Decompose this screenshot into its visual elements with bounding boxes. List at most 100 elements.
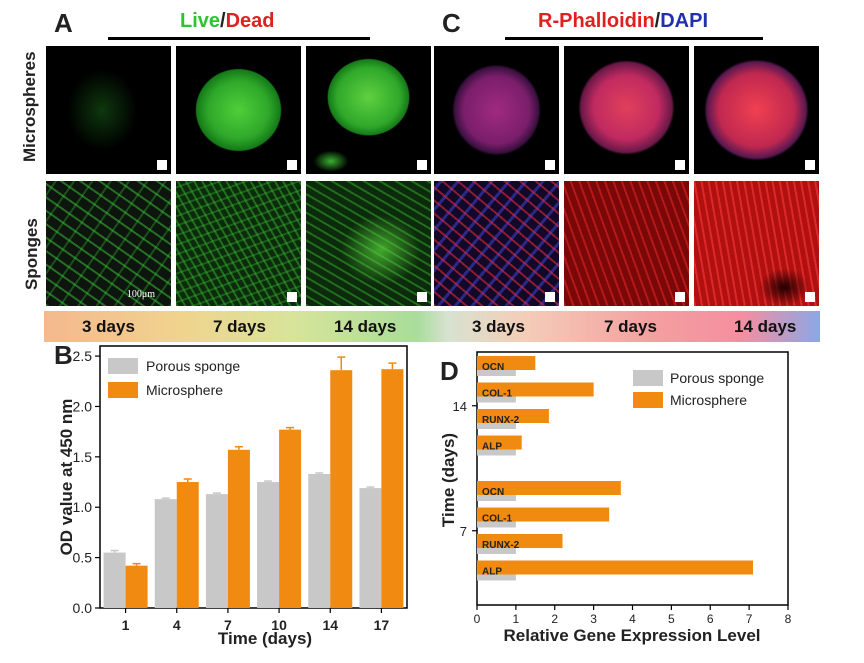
- bar-microsphere: [477, 560, 754, 575]
- bar-microsphere: [477, 435, 522, 450]
- micrograph-phalloidin-sponges-14d: [694, 181, 819, 306]
- x-tick-label: 4: [629, 612, 636, 626]
- legend-label: Porous sponge: [146, 358, 240, 374]
- scale-bar: [805, 292, 815, 302]
- bar-porous-sponge: [477, 415, 516, 429]
- x-tick-label: 1: [513, 612, 520, 626]
- y-axis-title: Time (days): [439, 433, 458, 527]
- y-tick-label: 1.5: [73, 449, 93, 465]
- bar-microsphere: [176, 482, 199, 608]
- y-tick-label: 0.5: [73, 550, 93, 566]
- x-tick-label: 17: [374, 617, 390, 633]
- micrograph-live-dead-sponges-7d: [176, 181, 301, 306]
- day-label: 3 days: [82, 317, 135, 336]
- x-tick-label: 7: [746, 612, 753, 626]
- gene-label: RUNX-2: [482, 540, 520, 551]
- panel-a-header-line: [108, 37, 370, 40]
- x-tick-label: 10: [271, 617, 287, 633]
- live-label: Live: [180, 10, 221, 32]
- panel-c-header-line: [505, 37, 763, 40]
- micrograph-phalloidin-sponges-3d: [434, 181, 559, 306]
- gene-label: RUNX-2: [482, 415, 520, 426]
- day-timeline-bar: [44, 311, 820, 342]
- legend-swatch: [633, 392, 663, 408]
- legend-swatch: [633, 370, 663, 386]
- bar-microsphere: [381, 369, 404, 608]
- day-label: 14 days: [734, 317, 797, 336]
- x-tick-label: 1: [122, 617, 130, 633]
- micrograph-live-dead-sponges-3d: 100μm: [46, 181, 171, 306]
- bar-porous-sponge: [477, 513, 516, 528]
- scale-bar: [675, 292, 685, 302]
- micrograph-phalloidin-microspheres-14d: [694, 46, 819, 174]
- x-axis-title: Time (days): [218, 629, 312, 648]
- bar-microsphere: [477, 409, 549, 423]
- y-tick-label: 7: [460, 524, 467, 539]
- x-axis-title: Relative Gene Expression Level: [503, 626, 760, 645]
- panel-c-letter: C: [442, 8, 461, 38]
- x-tick-label: 2: [551, 612, 558, 626]
- bar-microsphere: [477, 382, 594, 397]
- title-separator: /: [220, 10, 226, 32]
- bar-microsphere: [477, 356, 536, 370]
- scale-bar: [545, 160, 555, 170]
- bar-porous-sponge: [103, 552, 126, 608]
- gene-label: OCN: [482, 362, 504, 373]
- micrograph-phalloidin-sponges-7d: [564, 181, 689, 306]
- day-label: 3 days: [472, 317, 525, 336]
- bar-porous-sponge: [205, 494, 228, 608]
- y-tick-label: 0.0: [73, 600, 93, 616]
- scale-bar: [545, 292, 555, 302]
- panel-c-title: R-Phalloidin/DAPI: [538, 10, 708, 33]
- y-tick-label: 1.0: [73, 499, 93, 515]
- day-label: 7 days: [213, 317, 266, 336]
- micrograph-live-dead-sponges-14d: [306, 181, 431, 306]
- scale-label: 100μm: [126, 289, 155, 300]
- plot-frame: [99, 345, 408, 609]
- y-tick-label: 2.0: [73, 398, 93, 414]
- scale-bar: [287, 160, 297, 170]
- row-label-microspheres: Microspheres: [20, 51, 39, 162]
- gene-label: COL-1: [482, 514, 512, 525]
- legend-swatch: [108, 358, 138, 374]
- bar-microsphere: [227, 449, 250, 608]
- day-label: 7 days: [604, 317, 657, 336]
- panel-b-letter: B: [54, 340, 73, 370]
- gene-label: OCN: [482, 487, 504, 498]
- plot-frame: [476, 351, 789, 606]
- x-tick-label: 14: [322, 617, 338, 633]
- scale-bar: [287, 292, 297, 302]
- scale-bar: [417, 292, 427, 302]
- micrograph-live-dead-microspheres-14d: [306, 46, 431, 174]
- panel-a-title: Live/Dead: [180, 10, 275, 33]
- x-tick-label: 3: [590, 612, 597, 626]
- y-tick-label: 14: [453, 399, 467, 414]
- day-label: 14 days: [334, 317, 397, 336]
- x-tick-label: 5: [668, 612, 675, 626]
- bar-porous-sponge: [477, 566, 516, 581]
- bar-microsphere: [477, 534, 563, 548]
- x-tick-label: 0: [474, 612, 481, 626]
- panel-d-letter: D: [440, 356, 459, 386]
- y-axis-title: OD value at 450 nm: [57, 399, 76, 556]
- bar-porous-sponge: [257, 482, 280, 608]
- bar-porous-sponge: [477, 441, 516, 456]
- bar-microsphere: [477, 481, 621, 495]
- x-tick-label: 4: [173, 617, 181, 633]
- x-tick-label: 6: [707, 612, 714, 626]
- scale-bar: [805, 160, 815, 170]
- scale-bar: [417, 160, 427, 170]
- bar-porous-sponge: [477, 388, 516, 403]
- dapi-label: DAPI: [660, 10, 709, 32]
- gene-label: COL-1: [482, 389, 512, 400]
- micrograph-live-dead-microspheres-3d: [46, 46, 171, 174]
- bar-porous-sponge: [477, 362, 516, 376]
- micrograph-phalloidin-microspheres-3d: [434, 46, 559, 174]
- y-tick-label: 2.5: [73, 348, 93, 364]
- legend-label: Microsphere: [146, 382, 223, 398]
- x-tick-label: 8: [785, 612, 792, 626]
- row-label-sponges: Sponges: [22, 218, 41, 290]
- gene-label: ALP: [482, 442, 502, 453]
- bar-microsphere: [330, 370, 353, 608]
- panel-a-letter: A: [54, 8, 73, 38]
